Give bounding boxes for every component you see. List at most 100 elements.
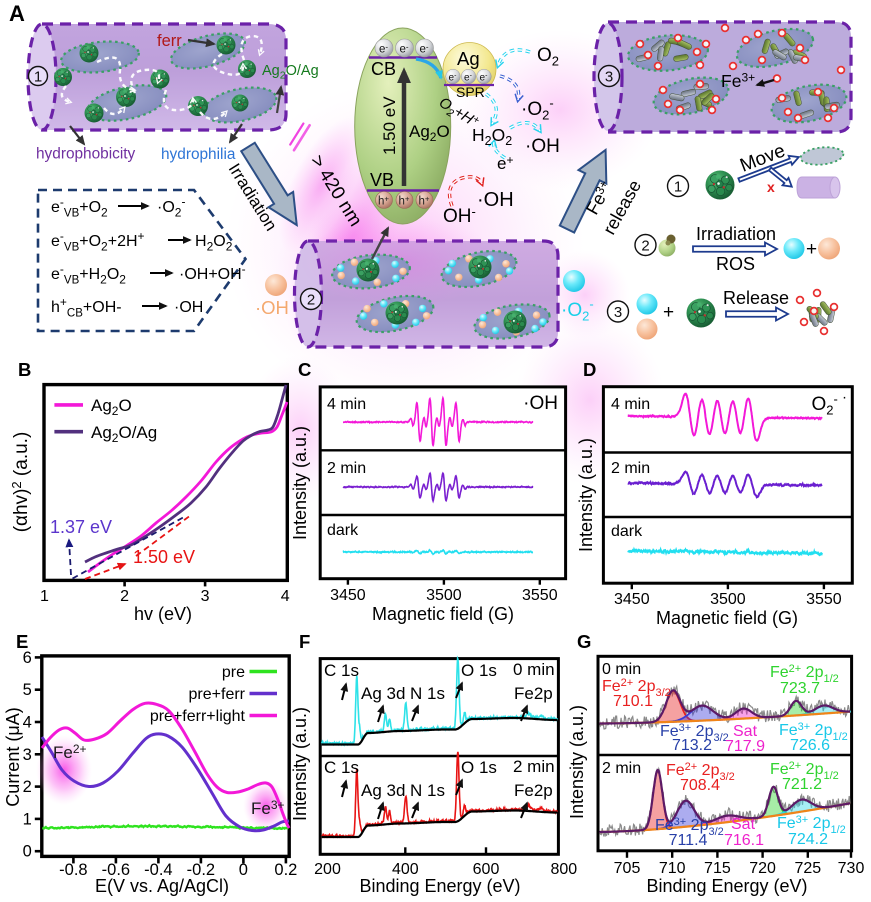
svg-text:0: 0: [23, 843, 32, 861]
svg-text:725: 725: [794, 860, 821, 877]
svg-text:705: 705: [614, 860, 641, 877]
svg-text:e-: e-: [419, 43, 428, 56]
svg-text:Magnetic field (G): Magnetic field (G): [656, 608, 798, 628]
svg-text:Release: Release: [723, 288, 789, 308]
svg-text:Irradiation: Irradiation: [696, 224, 776, 244]
svg-text:3: 3: [23, 746, 32, 764]
svg-text:Ag2O/Ag: Ag2O/Ag: [262, 63, 319, 82]
svg-text:-0.2: -0.2: [187, 861, 215, 879]
svg-text:ROS: ROS: [716, 254, 755, 274]
svg-text:pre+ferr: pre+ferr: [189, 686, 246, 703]
svg-text:h+: h+: [398, 195, 409, 208]
svg-text:·OH+OH-: ·OH+OH-: [179, 262, 246, 283]
svg-text:dark: dark: [611, 523, 643, 540]
svg-text:2: 2: [307, 292, 315, 309]
svg-text:Ag2O: Ag2O: [409, 122, 450, 144]
svg-text:Binding Energy (eV): Binding Energy (eV): [646, 876, 807, 896]
svg-text:Fe2+ 2p3/2: Fe2+ 2p3/2: [666, 761, 735, 783]
svg-text:·OH: ·OH: [477, 189, 514, 211]
svg-text:1.50 eV: 1.50 eV: [133, 547, 195, 567]
svg-text:723.7: 723.7: [780, 680, 820, 697]
svg-text:1: 1: [674, 179, 682, 196]
svg-text:OH-: OH-: [443, 204, 476, 227]
svg-text:724.2: 724.2: [788, 831, 828, 848]
svg-text:Fe2p: Fe2p: [514, 684, 553, 703]
svg-text:e-: e-: [379, 43, 388, 56]
svg-text:0.2: 0.2: [274, 861, 297, 879]
svg-text:3450: 3450: [614, 591, 650, 608]
svg-text:-0.4: -0.4: [144, 861, 172, 879]
svg-text:710.1: 710.1: [613, 693, 653, 710]
svg-text:C: C: [298, 359, 311, 380]
svg-text:730: 730: [838, 860, 865, 877]
svg-text:O 1s: O 1s: [461, 758, 497, 777]
svg-text:N 1s: N 1s: [410, 781, 445, 800]
svg-text:3: 3: [201, 588, 210, 605]
svg-text:B: B: [18, 359, 31, 380]
svg-text:E(V vs. Ag/AgCl): E(V vs. Ag/AgCl): [95, 876, 229, 896]
svg-text:Binding Energy (eV): Binding Energy (eV): [359, 876, 520, 896]
svg-text:(αhv)2 (a.u.): (αhv)2 (a.u.): [9, 432, 32, 533]
svg-text:3: 3: [605, 69, 613, 86]
svg-text:600: 600: [473, 861, 500, 878]
svg-text:200: 200: [314, 861, 341, 878]
svg-text:2 min: 2 min: [611, 460, 650, 477]
svg-text:Fe3+ 2p3/2: Fe3+ 2p3/2: [660, 722, 729, 744]
svg-text:e-VB+O2: e-VB+O2: [51, 195, 108, 220]
svg-text:Ag2O/Ag: Ag2O/Ag: [91, 423, 157, 445]
svg-text:x: x: [767, 179, 775, 195]
svg-text:3: 3: [614, 304, 622, 321]
svg-text:·O2-: ·O2-: [561, 297, 594, 324]
svg-text:2: 2: [641, 238, 649, 255]
svg-text:Sat: Sat: [731, 816, 756, 833]
svg-text:3550: 3550: [522, 587, 558, 604]
svg-text:2: 2: [120, 588, 129, 605]
svg-text:·OH: ·OH: [174, 299, 203, 316]
svg-text:·OH: ·OH: [255, 297, 289, 318]
svg-text:e-: e-: [480, 73, 489, 84]
svg-text:0 min: 0 min: [602, 661, 641, 678]
svg-text:-0.6: -0.6: [102, 861, 130, 879]
svg-text:pre: pre: [222, 664, 245, 681]
svg-text:e-: e-: [464, 73, 473, 84]
svg-text:Intensity (a.u.): Intensity (a.u.): [290, 426, 310, 540]
svg-text:e-VB+H2O2: e-VB+H2O2: [51, 262, 126, 287]
svg-text:·O2-: ·O2-: [521, 96, 554, 123]
svg-text:A: A: [9, 1, 25, 26]
svg-text:Ag 3d: Ag 3d: [361, 684, 405, 703]
svg-text:2 min: 2 min: [327, 460, 366, 477]
svg-text:4 min: 4 min: [611, 396, 650, 413]
svg-text:h+: h+: [418, 195, 429, 208]
svg-text:C 1s: C 1s: [324, 661, 359, 680]
svg-text:G: G: [577, 631, 591, 652]
svg-text:H2O2: H2O2: [472, 125, 512, 148]
svg-text:Magnetic field (G): Magnetic field (G): [372, 604, 514, 624]
svg-text:2 min: 2 min: [602, 760, 641, 777]
svg-text:+: +: [806, 239, 817, 260]
svg-text:1: 1: [40, 588, 49, 605]
svg-text:Fe2+ 2p1/2: Fe2+ 2p1/2: [770, 760, 839, 782]
svg-text:SPR: SPR: [456, 84, 485, 100]
svg-text:e-: e-: [399, 43, 408, 56]
svg-text:pre+ferr+light: pre+ferr+light: [150, 708, 246, 725]
svg-text:0: 0: [239, 861, 248, 879]
svg-text:+: +: [663, 302, 674, 323]
svg-text:CB: CB: [371, 59, 396, 79]
svg-text:0 min: 0 min: [513, 660, 555, 679]
svg-text:hv (eV): hv (eV): [134, 604, 192, 624]
svg-text:716.1: 716.1: [724, 832, 764, 849]
svg-text:1.37 eV: 1.37 eV: [50, 517, 112, 537]
svg-text:715: 715: [704, 860, 731, 877]
svg-text:Fe3+ 2p1/2: Fe3+ 2p1/2: [779, 721, 848, 743]
svg-text:3550: 3550: [806, 591, 842, 608]
svg-text:hydrophilia: hydrophilia: [161, 146, 236, 163]
svg-text:H2O2: H2O2: [195, 233, 233, 254]
svg-text:Ag2O: Ag2O: [91, 396, 132, 418]
svg-text:·O2-: ·O2-: [157, 195, 185, 220]
svg-text:5: 5: [23, 681, 32, 699]
svg-text:4 min: 4 min: [327, 396, 366, 413]
svg-text:3450: 3450: [330, 587, 366, 604]
svg-text:C 1s: C 1s: [324, 758, 359, 777]
svg-text:721.2: 721.2: [782, 776, 822, 793]
svg-text:Fe2+ 2p1/2: Fe2+ 2p1/2: [770, 663, 839, 685]
